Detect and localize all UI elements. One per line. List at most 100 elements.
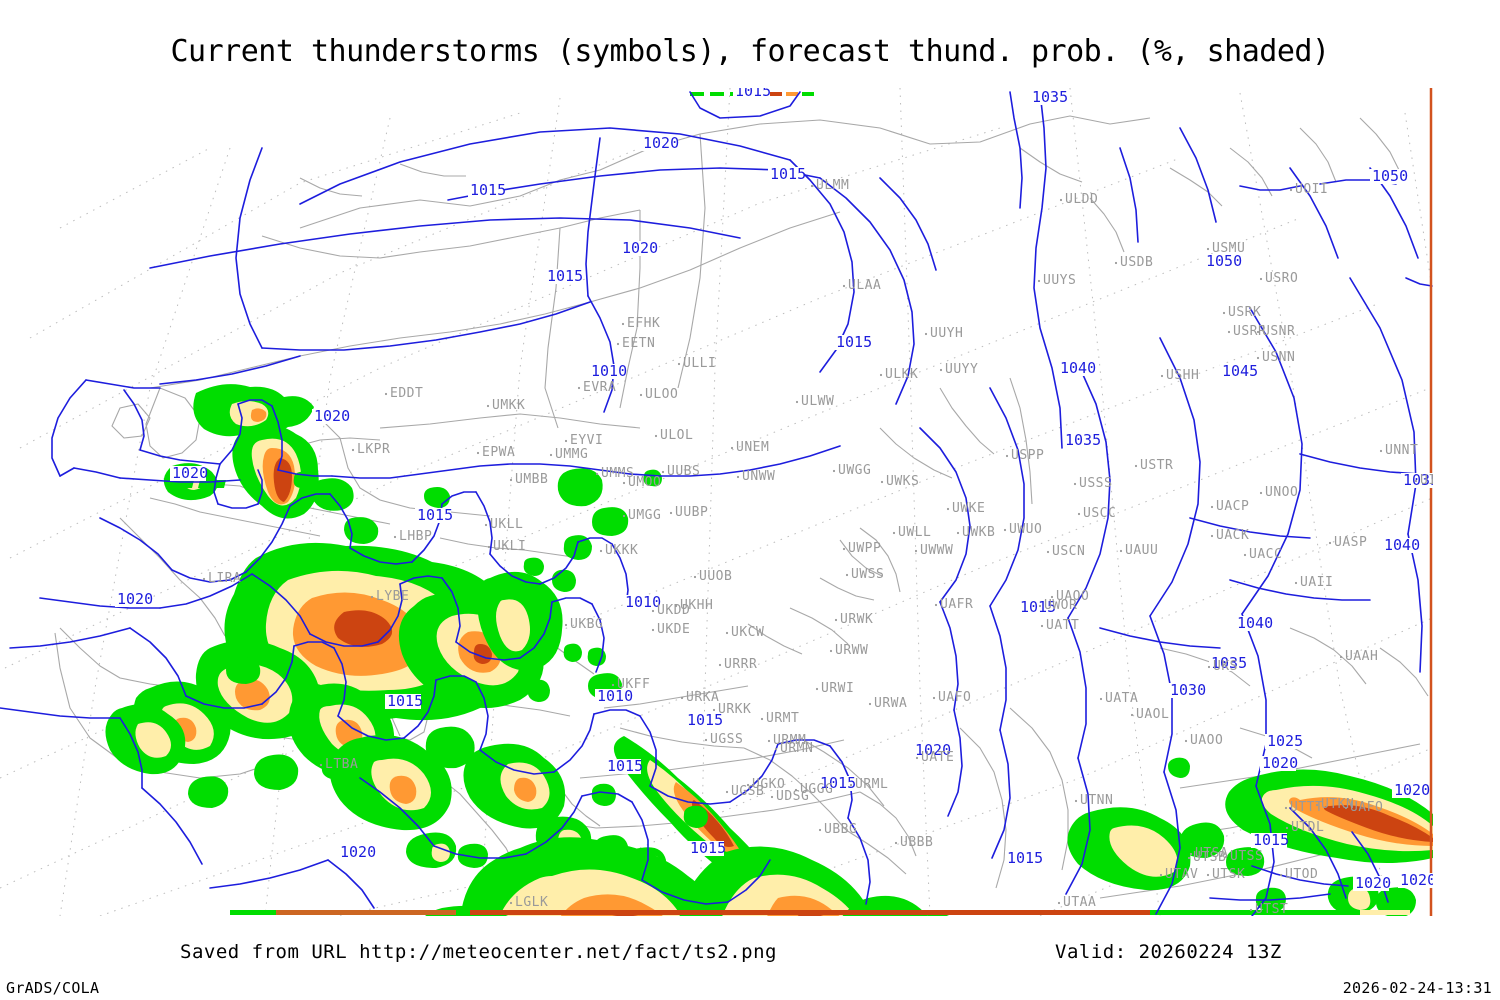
isobar-label-halo	[1168, 683, 1204, 698]
station-marker-dot	[1114, 261, 1118, 265]
station-label: UUYS	[1043, 273, 1076, 288]
station-label: LKPR	[357, 442, 390, 457]
isobar-label-halo	[468, 183, 504, 198]
station-label: EVRA	[583, 380, 616, 395]
station-label: USCN	[1052, 544, 1085, 559]
isobar-label: 1035	[1032, 88, 1068, 106]
station-label: URWW	[835, 643, 868, 658]
station-marker-dot	[718, 663, 722, 667]
station-label: USPP	[1011, 448, 1044, 463]
station-label: LIRA	[208, 571, 241, 586]
station-marker-dot	[1259, 491, 1263, 495]
isobar-label-halo	[818, 776, 854, 791]
station-label: UWWW	[920, 543, 953, 558]
station-label: UGSS	[710, 732, 743, 747]
isobar-label: 1040	[1384, 536, 1420, 554]
station-marker-dot	[849, 783, 853, 787]
station-label: UUYY	[945, 362, 978, 377]
station-label: UUBS	[667, 464, 700, 479]
station-marker-dot	[894, 841, 898, 845]
station-marker-dot	[1210, 534, 1214, 538]
station-marker-dot	[599, 549, 603, 553]
station-label: URWI	[821, 681, 854, 696]
isobar-label: 1015	[820, 774, 856, 792]
station-label: UATE	[921, 750, 954, 765]
station-marker-dot	[1119, 549, 1123, 553]
station-label: UAOO	[1056, 589, 1089, 604]
station-label: ULDD	[1065, 192, 1098, 207]
station-marker-dot	[1224, 855, 1228, 859]
station-marker-dot	[654, 434, 658, 438]
station-label: UATA	[1105, 691, 1138, 706]
station-label: UWKS	[886, 474, 919, 489]
station-marker-dot	[810, 184, 814, 188]
isobar-label-halo	[1382, 538, 1418, 553]
isobar-label: 1015	[547, 267, 583, 285]
station-marker-dot	[680, 696, 684, 700]
station-label: UTOD	[1285, 867, 1318, 882]
station-marker-dot	[651, 609, 655, 613]
station-label: ULAA	[848, 278, 881, 293]
station-label: URMN	[780, 741, 813, 756]
station-label: UNNT	[1385, 443, 1418, 458]
isobar-label-halo	[115, 592, 151, 607]
isobar-label-halo	[1220, 364, 1256, 379]
station-label: UTSS	[1230, 849, 1263, 864]
isobar-label: 1025	[1267, 732, 1303, 750]
station-marker-dot	[1339, 655, 1343, 659]
isobar-label-halo	[170, 466, 206, 481]
station-marker-dot	[622, 481, 626, 485]
station-marker-dot	[1073, 482, 1077, 486]
weather-map[interactable]: 1015 1035 1050 1020 1015 1015 1020 1015 1050 1015…	[0, 88, 1433, 916]
station-label: UBBG	[824, 822, 857, 837]
station-marker-dot	[651, 628, 655, 632]
isobar-label-halo	[589, 364, 625, 379]
station-label: UTST	[1255, 902, 1288, 916]
isobar-label-halo	[1353, 876, 1389, 891]
station-label: UTSB	[1193, 850, 1226, 865]
station-marker-dot	[1256, 330, 1260, 334]
station-label: ULOO	[645, 387, 678, 402]
isobar-label-halo	[623, 595, 659, 610]
station-marker-dot	[934, 603, 938, 607]
station-marker-dot	[832, 469, 836, 473]
station-marker-dot	[842, 284, 846, 288]
station-label: UACP	[1216, 499, 1249, 514]
station-label: UWKB	[962, 525, 995, 540]
isobar-label-halo	[685, 713, 721, 728]
station-marker-dot	[639, 393, 643, 397]
station-label: URWK	[840, 612, 873, 627]
station-marker-dot	[746, 783, 750, 787]
station-label: URMM	[773, 733, 806, 748]
isobar-label: 1020	[117, 590, 153, 608]
station-marker-dot	[1046, 550, 1050, 554]
station-marker-dot	[842, 547, 846, 551]
station-label: UMKK	[492, 398, 525, 413]
station-marker-dot	[595, 472, 599, 476]
station-label: EFHK	[627, 316, 660, 331]
station-label: UAFR	[940, 597, 973, 612]
isobar-label-halo	[1018, 600, 1054, 615]
station-labels: ULMM ULDD UOII UUYS USMU USDB ULAA USRO USRRUSNR…	[202, 178, 1433, 916]
isobars	[0, 91, 1433, 916]
station-marker-dot	[621, 322, 625, 326]
station-label: UKKK	[605, 543, 638, 558]
station-marker-dot	[1243, 553, 1247, 557]
isobar-label: 1050	[1372, 167, 1408, 185]
isobar-label: 1015	[607, 757, 643, 775]
station-label: UIBB	[1420, 473, 1433, 488]
station-marker-dot	[1249, 908, 1253, 912]
station-label: UKLL	[490, 517, 523, 532]
station-marker-dot	[1206, 247, 1210, 251]
isobar-label: 1035	[1403, 471, 1433, 489]
station-marker-dot	[1160, 374, 1164, 378]
station-label: UMBB	[515, 472, 548, 487]
isobar-label-halo	[1398, 873, 1433, 888]
station-label: LTBA	[325, 757, 358, 772]
station-label: EDDT	[390, 386, 423, 401]
station-marker-dot	[1130, 713, 1134, 717]
isobar-label: 1015	[417, 506, 453, 524]
isobar-label: 1035	[1211, 654, 1247, 672]
station-marker-dot	[351, 448, 355, 452]
